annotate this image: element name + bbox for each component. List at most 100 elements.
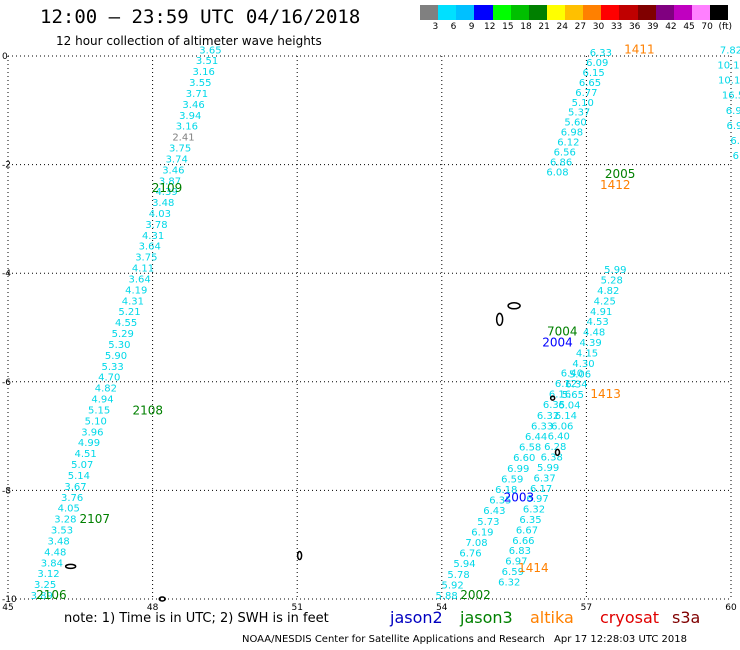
track-2002b-value: 6.34 <box>565 380 587 391</box>
x-tick-label: 57 <box>581 603 592 613</box>
track-label: 1413 <box>590 387 621 401</box>
track-2109-value: 5.90 <box>105 351 127 362</box>
track-east-value: 6 <box>733 151 739 162</box>
track-2002b-value: 6.67 <box>516 525 538 536</box>
track-2002b-value: 6.32 <box>498 577 520 588</box>
track-2002-value: 6.19 <box>471 527 493 538</box>
track-2002-value: 5.88 <box>435 591 457 602</box>
y-tick-label: -6 <box>2 378 11 388</box>
track-2109-value: 3.55 <box>189 78 211 89</box>
track-2109-value: 3.65 <box>199 45 221 56</box>
track-2109-value: 3.16 <box>193 67 215 78</box>
track-2109-value: 3.76 <box>61 493 83 504</box>
track-2109-value: 3.46 <box>162 165 184 176</box>
footer-credit: NOAA/NESDIS Center for Satellite Applica… <box>242 634 545 645</box>
satellite-s3a: s3a <box>672 608 700 627</box>
track-2109-value: 5.10 <box>85 416 107 427</box>
track-label: 2002 <box>460 588 491 602</box>
track-2109-value: 5.21 <box>118 307 140 318</box>
track-2002b-value: 4.15 <box>576 348 598 359</box>
track-2109-value: 4.19 <box>125 285 147 296</box>
track-2002b-value: 6.40 <box>548 432 570 443</box>
island-icon <box>508 303 520 309</box>
satellite-altika: altika <box>530 608 574 627</box>
track-2109-value: 3.78 <box>145 220 167 231</box>
track-2109-value: 3.48 <box>152 198 174 209</box>
track-2002-value: 6.60 <box>513 453 535 464</box>
track-2002b-value: 6.14 <box>555 411 577 422</box>
track-2109-value: 3.67 <box>64 482 86 493</box>
track-east-value: 7.82 <box>720 45 740 56</box>
track-2109-value: 4.31 <box>122 296 144 307</box>
track-2002-value: 7.08 <box>465 538 487 549</box>
track-2109-value: 4.51 <box>74 449 96 460</box>
track-2002b-value: 5.99 <box>604 265 626 276</box>
track-2002-value: 6.33 <box>531 421 553 432</box>
track-label: 2107 <box>79 512 110 526</box>
track-2109-value: 3.75 <box>169 144 191 155</box>
track-2002b-value: 5.99 <box>537 463 559 474</box>
y-tick-label: -10 <box>2 595 17 605</box>
track-2002b-value: 4.25 <box>594 296 616 307</box>
track-2109-value: 3.48 <box>47 536 69 547</box>
track-label: 7004 <box>547 325 578 339</box>
track-label: 1412 <box>600 178 631 192</box>
island-icon <box>298 552 302 560</box>
track-label: 1414 <box>518 561 549 575</box>
track-2002b-value: 4.39 <box>579 338 601 349</box>
track-2109-value: 5.29 <box>112 329 134 340</box>
track-2109-value: 3.64 <box>139 242 161 253</box>
y-tick-label: -2 <box>2 161 11 171</box>
track-2002-value: 6.76 <box>459 549 481 560</box>
track-2109-value: 3.46 <box>182 100 204 111</box>
track-label: 2108 <box>133 403 164 417</box>
track-2002b-value: 6.04 <box>558 400 580 411</box>
track-2109-value: 3.75 <box>135 253 157 264</box>
track-2109-value: 5.07 <box>71 460 93 471</box>
track-2109-value: 4.11 <box>132 264 154 275</box>
track-2109-value: 3.74 <box>166 154 188 165</box>
satellite-jason2: jason2 <box>390 608 443 627</box>
track-2109-value: 5.33 <box>101 362 123 373</box>
track-2109-value: 3.16 <box>176 122 198 133</box>
track-2002-value: 5.78 <box>447 570 469 581</box>
track-east-value: 6.9 <box>726 106 740 117</box>
track-2002b-value: 6.32 <box>523 505 545 516</box>
track-label: 1411 <box>624 42 655 56</box>
track-label: 2106 <box>36 588 67 602</box>
track-2002-value: 6.59 <box>501 474 523 485</box>
track-2002b-value: 6.06 <box>551 421 573 432</box>
track-east-value: 10.19 <box>717 60 740 71</box>
track-2002b-value: 4.30 <box>572 359 594 370</box>
track-2002b-value: 6.83 <box>509 546 531 557</box>
track-2109-value: 3.51 <box>196 56 218 67</box>
track-2109-value: 4.03 <box>149 209 171 220</box>
track-2005-value: 6.08 <box>546 167 568 178</box>
track-2109-value: 3.84 <box>41 558 63 569</box>
island-icon <box>497 313 503 325</box>
track-2109-value: 4.55 <box>115 318 137 329</box>
track-east-value: 10.14 <box>718 76 740 87</box>
track-east-value: 16.5 <box>722 91 740 102</box>
track-2109-value: 2.41 <box>172 133 194 144</box>
track-2002-value: 5.94 <box>453 559 475 570</box>
y-tick-label: 0 <box>2 52 8 62</box>
track-2002-value: 6.43 <box>483 506 505 517</box>
satellite-cryosat: cryosat <box>600 608 659 627</box>
island-icon <box>66 564 76 568</box>
track-2002-value: 6.58 <box>519 443 541 454</box>
track-2109-value: 3.96 <box>81 427 103 438</box>
track-2002b-value: 4.53 <box>587 317 609 328</box>
track-2002b-value: 5.65 <box>562 390 584 401</box>
track-2002b-value: 6.66 <box>512 536 534 547</box>
track-2002b-value: 6.37 <box>533 473 555 484</box>
x-tick-label: 60 <box>725 603 737 613</box>
track-2002b-value: 4.82 <box>597 286 619 297</box>
track-2109-value: 4.48 <box>44 547 66 558</box>
track-2002b-value: 5.28 <box>601 276 623 287</box>
track-2109-value: 3.28 <box>54 515 76 526</box>
track-2109-value: 4.31 <box>142 231 164 242</box>
track-2109-value: 3.64 <box>128 274 150 285</box>
y-tick-label: -4 <box>2 269 11 279</box>
track-2002b-value: 4.48 <box>583 328 605 339</box>
